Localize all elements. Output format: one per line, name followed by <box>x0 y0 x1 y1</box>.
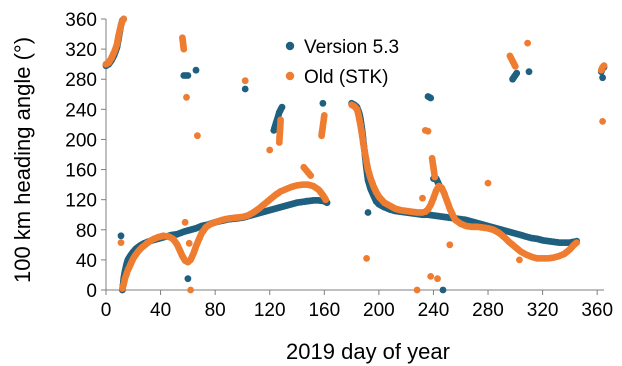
data-point <box>364 209 372 216</box>
legend-label: Old (STK) <box>304 67 388 88</box>
data-point <box>241 85 249 93</box>
data-point <box>427 94 435 102</box>
y-tick-label: 360 <box>65 10 97 31</box>
data-point <box>194 132 201 140</box>
data-point <box>600 62 608 70</box>
x-tick-label: 160 <box>308 300 340 321</box>
data-point <box>277 116 284 124</box>
data-point <box>319 99 327 107</box>
axes: 0 40 80 120 160 200 240 280 320 360 0 40 80 120 160 200… <box>65 10 613 321</box>
y-tick-label: 200 <box>65 130 97 151</box>
data-point <box>599 118 606 125</box>
y-tick-label: 40 <box>76 251 97 272</box>
data-point <box>413 286 421 294</box>
data-point <box>307 172 315 180</box>
series-old-stk <box>102 15 608 294</box>
data-point <box>419 194 426 202</box>
data-point <box>434 275 441 283</box>
data-point <box>599 74 606 82</box>
x-tick-label: 0 <box>101 300 112 321</box>
data-point <box>484 179 492 187</box>
x-tick-label: 360 <box>581 300 613 321</box>
x-tick-label: 80 <box>205 300 226 321</box>
x-tick-label: 120 <box>254 300 286 321</box>
data-point <box>192 66 200 74</box>
x-tick-label: 40 <box>150 300 171 321</box>
legend-marker <box>285 71 295 81</box>
data-point <box>516 256 523 264</box>
data-point <box>303 197 310 205</box>
data-point <box>513 69 521 77</box>
y-axis-title: 100 km heading angle (°) <box>10 37 35 283</box>
data-point <box>431 173 439 181</box>
y-tick-label: 160 <box>65 161 97 182</box>
y-tick-label: 280 <box>65 70 97 91</box>
data-point <box>573 239 581 247</box>
data-point <box>180 45 188 53</box>
data-point <box>525 68 533 76</box>
data-point <box>363 255 370 262</box>
data-point <box>181 218 189 226</box>
legend-label: Version 5.3 <box>304 37 399 58</box>
data-point <box>117 239 125 247</box>
x-tick-label: 240 <box>418 300 450 321</box>
data-point <box>185 239 193 247</box>
data-point <box>183 93 190 101</box>
data-point <box>439 286 447 294</box>
legend: Version 5.3 Old (STK) <box>285 37 399 88</box>
data-point <box>320 112 328 119</box>
data-point <box>511 63 519 70</box>
data-point <box>427 273 435 280</box>
data-point <box>117 232 125 240</box>
data-point <box>184 275 192 283</box>
x-tick-label: 200 <box>363 300 395 321</box>
data-point <box>187 286 195 294</box>
data-point <box>424 127 432 135</box>
y-tick-label: 240 <box>65 100 97 121</box>
y-tick-label: 0 <box>86 281 97 302</box>
data-point <box>120 15 128 23</box>
data-point <box>184 72 192 79</box>
y-tick-label: 80 <box>76 221 97 242</box>
x-axis-title: 2019 day of year <box>286 339 450 364</box>
y-tick-label: 120 <box>65 191 97 212</box>
data-point <box>266 146 274 154</box>
y-tick-label: 320 <box>65 40 97 61</box>
legend-marker <box>285 41 295 51</box>
data-point <box>322 196 330 204</box>
data-point <box>524 39 531 47</box>
data-point <box>241 77 249 85</box>
x-tick-label: 280 <box>472 300 504 321</box>
data-point <box>446 241 454 249</box>
data-point <box>278 103 286 111</box>
series-layer <box>102 15 608 294</box>
x-tick-label: 320 <box>527 300 559 321</box>
